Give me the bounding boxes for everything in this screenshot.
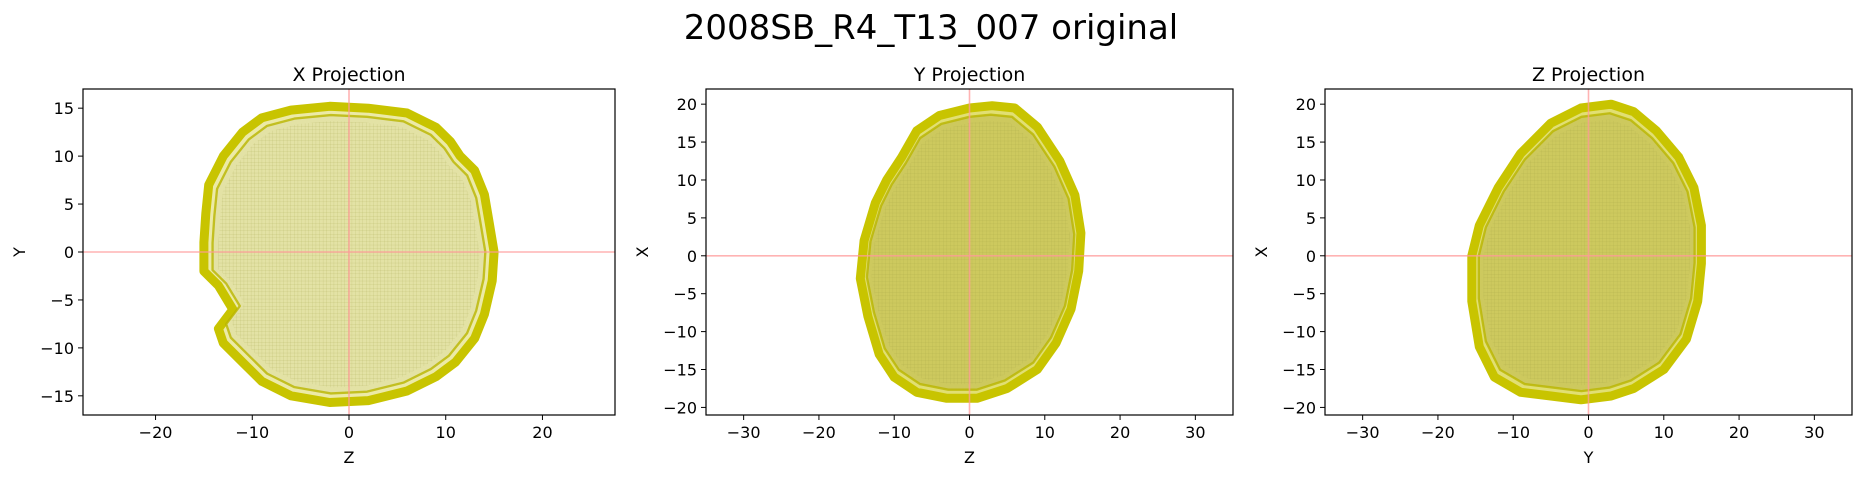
x-projection-y-tick-label: 15 (54, 99, 74, 118)
x-projection-x-tick-label: −20 (139, 423, 173, 442)
z-projection-title: Z Projection (1532, 64, 1645, 86)
z-projection-y-tick-label: −10 (1282, 323, 1316, 342)
z-projection-y-tick-label: 20 (1296, 95, 1316, 114)
z-projection-x-tick-label: −20 (1421, 423, 1455, 442)
y-projection-x-tick-label: −10 (877, 423, 911, 442)
x-projection-y-tick-label: 10 (54, 147, 74, 166)
x-projection-x-tick-label: −10 (235, 423, 269, 442)
y-projection-x-tick-label: −30 (727, 423, 761, 442)
y-projection-y-tick-label: −20 (663, 398, 697, 417)
z-projection-x-axis-label: Y (1583, 448, 1594, 467)
z-projection-x-tick-label: 0 (1583, 423, 1593, 442)
y-projection-y-tick-label: −5 (673, 285, 697, 304)
y-projection-y-tick-label: 20 (677, 95, 697, 114)
y-projection-subplot: −30 −20 −10 0 10 20 30 −20 −15 −10 −5 0 5 10 15 20 Y Pro… (633, 64, 1234, 467)
y-projection-shape-mesh (871, 120, 1070, 385)
z-projection-y-axis-label: X (1252, 246, 1271, 257)
x-projection-y-tick-label: 0 (64, 243, 74, 262)
z-projection-shape-group (1467, 99, 1706, 405)
z-projection-x-tick-label: −10 (1496, 423, 1530, 442)
z-projection-y-tick-label: −20 (1282, 398, 1316, 417)
y-projection-x-tick-label: 30 (1185, 423, 1205, 442)
x-projection-subplot: −20 −10 0 10 20 −15 −10 −5 0 5 10 15 X Projection Z Y (10, 64, 616, 467)
y-projection-y-tick-label: 10 (677, 171, 697, 190)
z-projection-x-tick-label: −30 (1346, 423, 1380, 442)
x-projection-y-tick-label: 5 (64, 195, 74, 214)
y-projection-y-tick-label: 15 (677, 133, 697, 152)
y-projection-x-tick-label: 20 (1110, 423, 1130, 442)
y-projection-x-tick-label: 0 (964, 423, 974, 442)
y-projection-y-tick-label: 5 (687, 209, 697, 228)
z-projection-y-tick-label: 0 (1306, 247, 1316, 266)
z-projection-shape-mesh (1483, 119, 1691, 386)
x-projection-y-axis-label: Y (10, 247, 29, 258)
x-projection-y-tick-label: −15 (40, 387, 74, 406)
x-projection-x-tick-label: 20 (532, 423, 552, 442)
x-projection-y-tick-label: −10 (40, 339, 74, 358)
x-projection-x-tick-label: 0 (344, 423, 354, 442)
z-projection-y-tick-label: 5 (1306, 209, 1316, 228)
y-projection-x-axis-label: Z (964, 448, 975, 467)
z-projection-subplot: −30 −20 −10 0 10 20 30 −20 −15 −10 −5 0 5 10 15 20 Z Pro… (1252, 64, 1853, 467)
y-projection-y-axis-label: X (633, 246, 652, 257)
z-projection-x-tick-label: 20 (1729, 423, 1749, 442)
z-projection-y-tick-label: 15 (1296, 133, 1316, 152)
z-projection-y-tick-label: 10 (1296, 171, 1316, 190)
y-projection-y-tick-label: −10 (663, 323, 697, 342)
z-projection-y-tick-label: −5 (1292, 285, 1316, 304)
x-projection-title: X Projection (292, 64, 405, 86)
z-projection-x-tick-label: 30 (1804, 423, 1824, 442)
y-projection-shape-group (855, 101, 1086, 403)
y-projection-x-tick-label: −20 (802, 423, 836, 442)
figure-title: 2008SB_R4_T13_007 original (684, 8, 1179, 48)
y-projection-title: Y Projection (913, 64, 1026, 86)
z-projection-y-tick-label: −15 (1282, 361, 1316, 380)
y-projection-x-tick-label: 10 (1035, 423, 1055, 442)
y-projection-y-tick-label: 0 (687, 247, 697, 266)
x-projection-x-tick-label: 10 (436, 423, 456, 442)
x-projection-y-tick-label: −5 (50, 291, 74, 310)
z-projection-x-tick-label: 10 (1654, 423, 1674, 442)
x-projection-x-axis-label: Z (344, 448, 355, 467)
y-projection-y-tick-label: −15 (663, 361, 697, 380)
